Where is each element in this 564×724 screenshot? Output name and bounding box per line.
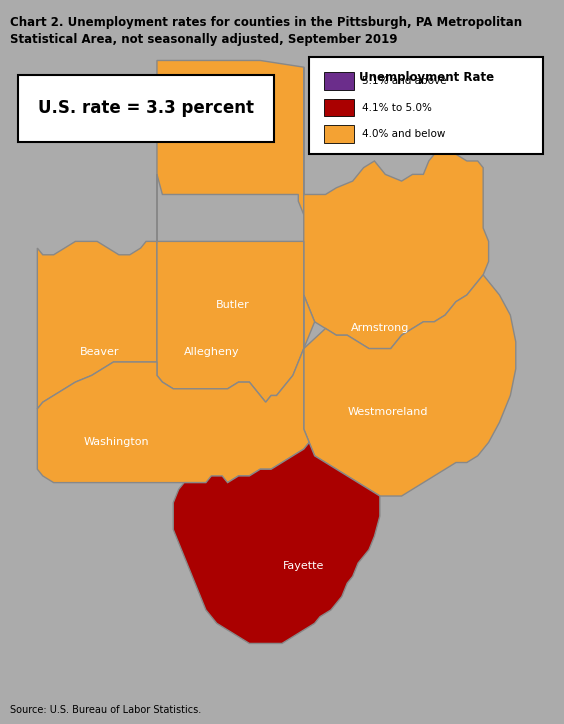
Text: Chart 2. Unemployment rates for counties in the Pittsburgh, PA Metropolitan
Stat: Chart 2. Unemployment rates for counties… (10, 16, 522, 46)
FancyBboxPatch shape (324, 98, 354, 117)
Text: 5.1% and above: 5.1% and above (363, 76, 447, 86)
Text: Butler: Butler (216, 300, 250, 310)
FancyBboxPatch shape (324, 72, 354, 90)
Text: Beaver: Beaver (80, 347, 120, 357)
Polygon shape (157, 61, 304, 214)
Text: Source: U.S. Bureau of Labor Statistics.: Source: U.S. Bureau of Labor Statistics. (10, 705, 201, 715)
Text: Fayette: Fayette (283, 561, 324, 571)
Text: Unemployment Rate: Unemployment Rate (359, 71, 494, 84)
Text: U.S. rate = 3.3 percent: U.S. rate = 3.3 percent (38, 99, 254, 117)
Text: Armstrong: Armstrong (351, 324, 409, 334)
FancyBboxPatch shape (309, 56, 543, 154)
FancyBboxPatch shape (324, 125, 354, 143)
Polygon shape (37, 241, 157, 409)
Text: 4.1% to 5.0%: 4.1% to 5.0% (363, 103, 433, 112)
Text: Westmoreland: Westmoreland (348, 408, 428, 417)
Polygon shape (304, 67, 488, 348)
Polygon shape (304, 275, 516, 496)
Polygon shape (173, 442, 380, 644)
Text: Washington: Washington (83, 437, 149, 447)
Polygon shape (37, 348, 309, 483)
Polygon shape (157, 174, 315, 403)
FancyBboxPatch shape (18, 75, 274, 141)
Text: 4.0% and below: 4.0% and below (363, 129, 446, 139)
Text: Allegheny: Allegheny (183, 347, 239, 357)
